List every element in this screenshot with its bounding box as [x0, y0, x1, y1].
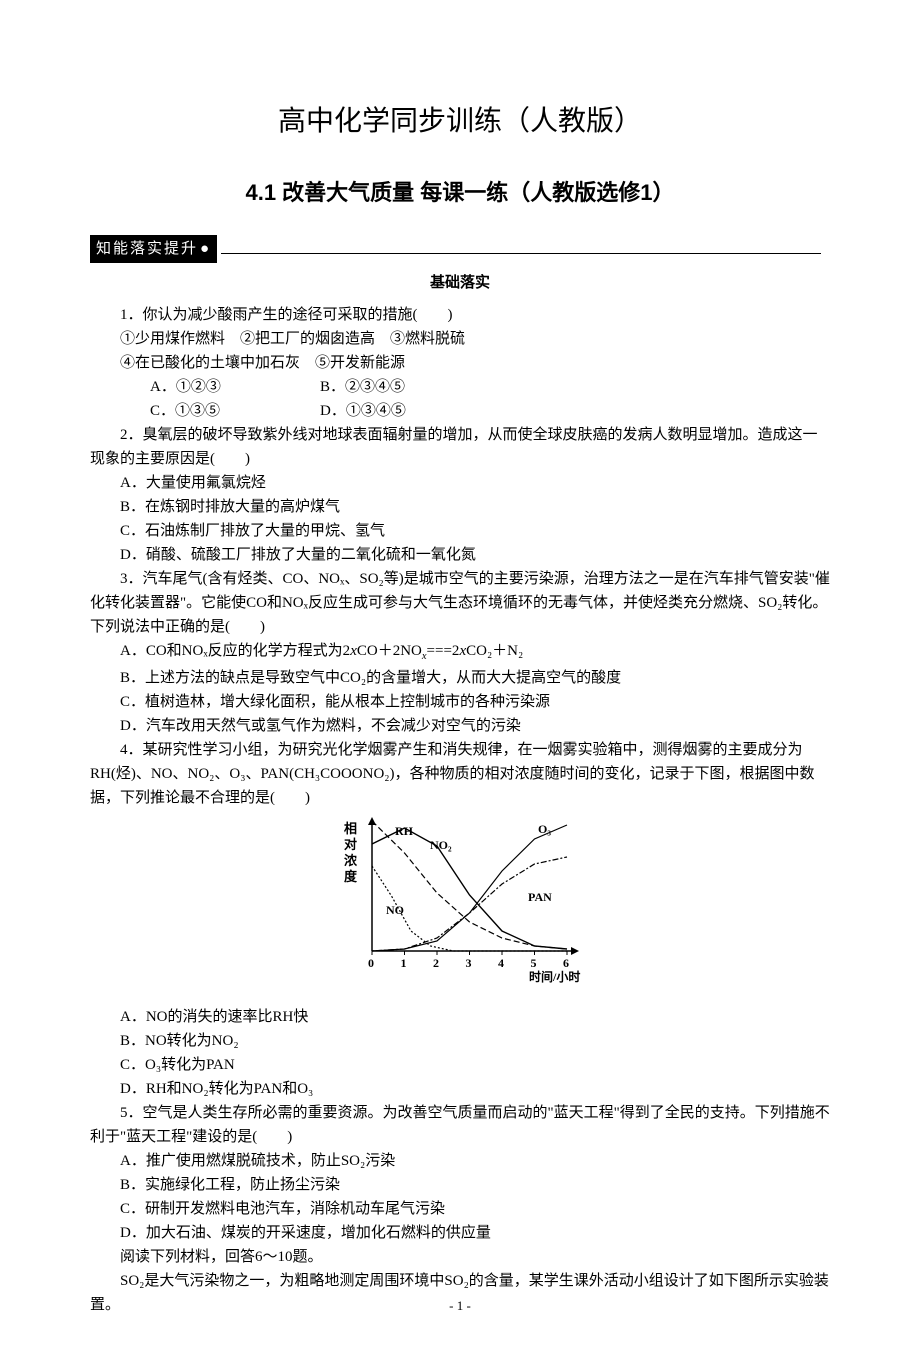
- q3-stem: 3．汽车尾气(含有烃类、CO、NOₓ、SO₂等)是城市空气的主要污染源，治理方法…: [90, 567, 830, 639]
- q3-B: B．上述方法的缺点是导致空气中CO₂的含量增大，从而大大提高空气的酸度: [90, 666, 830, 690]
- q4-D: D．RH和NO₂转化为PAN和O₃: [90, 1077, 830, 1101]
- q2-B: B．在炼钢时排放大量的高炉煤气: [90, 495, 830, 519]
- svg-text:5: 5: [531, 956, 537, 970]
- reading-intro: 阅读下列材料，回答6～10题。: [90, 1245, 830, 1269]
- q3-C: C．植树造林，增大绿化面积，能从根本上控制城市的各种污染源: [90, 690, 830, 714]
- page-subtitle: 4.1 改善大气质量 每课一练（人教版选修1）: [90, 175, 830, 210]
- section-label: 知能落实提升: [90, 235, 217, 263]
- q1-line2: ①少用煤作燃料 ②把工厂的烟囱造高 ③燃料脱硫: [90, 327, 830, 351]
- page-footer: - 1 -: [0, 1296, 920, 1317]
- q1-stem: 1．你认为减少酸雨产生的途径可采取的措施( ): [90, 303, 830, 327]
- svg-text:3: 3: [466, 956, 472, 970]
- q1-C: C．①③⑤: [120, 399, 320, 423]
- q4-C: C．O₃转化为PAN: [90, 1053, 830, 1077]
- q2-stem: 2．臭氧层的破坏导致紫外线对地球表面辐射量的增加，从而使全球皮肤癌的发病人数明显…: [90, 423, 830, 471]
- svg-text:相: 相: [344, 821, 357, 836]
- svg-text:0: 0: [368, 956, 374, 970]
- q4-B: B．NO转化为NO₂: [90, 1029, 830, 1053]
- q1-opts-cd: C．①③⑤D．①③④⑤: [90, 399, 830, 423]
- q1-B: B．②③④⑤: [320, 379, 405, 395]
- svg-text:O₃: O₃: [538, 822, 551, 836]
- section-sub: 基础落实: [90, 271, 830, 295]
- svg-text:6: 6: [563, 956, 569, 970]
- svg-text:时间/小时: 时间/小时: [529, 969, 580, 984]
- q4-A: A．NO的消失的速率比RH快: [90, 1005, 830, 1029]
- svg-text:2: 2: [433, 956, 439, 970]
- divider: [221, 253, 821, 254]
- q2-C: C．石油炼制厂排放了大量的甲烷、氢气: [90, 519, 830, 543]
- svg-text:RH: RH: [395, 824, 414, 838]
- concentration-chart: 相对浓度 0 1 2 3 4 5 6时间/小时 RH NO₂ NO PAN O₃: [330, 816, 590, 991]
- svg-text:1: 1: [401, 956, 407, 970]
- q1-D: D．①③④⑤: [320, 403, 406, 419]
- q4-chart: 相对浓度 0 1 2 3 4 5 6时间/小时 RH NO₂ NO PAN O₃: [90, 816, 830, 999]
- q2-A: A．大量使用氟氯烷烃: [90, 471, 830, 495]
- svg-text:对: 对: [344, 837, 357, 852]
- svg-text:PAN: PAN: [528, 890, 552, 904]
- page-title: 高中化学同步训练（人教版）: [90, 100, 830, 145]
- section-header: 知能落实提升: [90, 235, 830, 263]
- q2-D: D．硝酸、硫酸工厂排放了大量的二氧化硫和一氧化氮: [90, 543, 830, 567]
- q3-A: A．CO和NOₓ反应的化学方程式为2xCO＋2NOx===2xCO₂＋N₂: [90, 639, 830, 666]
- q5-B: B．实施绿化工程，防止扬尘污染: [90, 1173, 830, 1197]
- q1-line3: ④在已酸化的土壤中加石灰 ⑤开发新能源: [90, 351, 830, 375]
- q5-C: C．研制开发燃料电池汽车，消除机动车尾气污染: [90, 1197, 830, 1221]
- q5-D: D．加大石油、煤炭的开采速度，增加化石燃料的供应量: [90, 1221, 830, 1245]
- q4-stem: 4．某研究性学习小组，为研究光化学烟雾产生和消失规律，在一烟雾实验箱中，测得烟雾…: [90, 738, 830, 810]
- svg-text:4: 4: [498, 956, 504, 970]
- q5-stem: 5．空气是人类生存所必需的重要资源。为改善空气质量而启动的"蓝天工程"得到了全民…: [90, 1101, 830, 1149]
- q5-A: A．推广使用燃煤脱硫技术，防止SO₂污染: [90, 1149, 830, 1173]
- svg-text:度: 度: [344, 869, 358, 884]
- q3-D: D．汽车改用天然气或氢气作为燃料，不会减少对空气的污染: [90, 714, 830, 738]
- svg-text:NO: NO: [386, 903, 404, 917]
- svg-text:NO₂: NO₂: [430, 838, 452, 852]
- q1-A: A．①②③: [120, 375, 320, 399]
- svg-text:浓: 浓: [344, 853, 358, 868]
- q1-opts-ab: A．①②③B．②③④⑤: [90, 375, 830, 399]
